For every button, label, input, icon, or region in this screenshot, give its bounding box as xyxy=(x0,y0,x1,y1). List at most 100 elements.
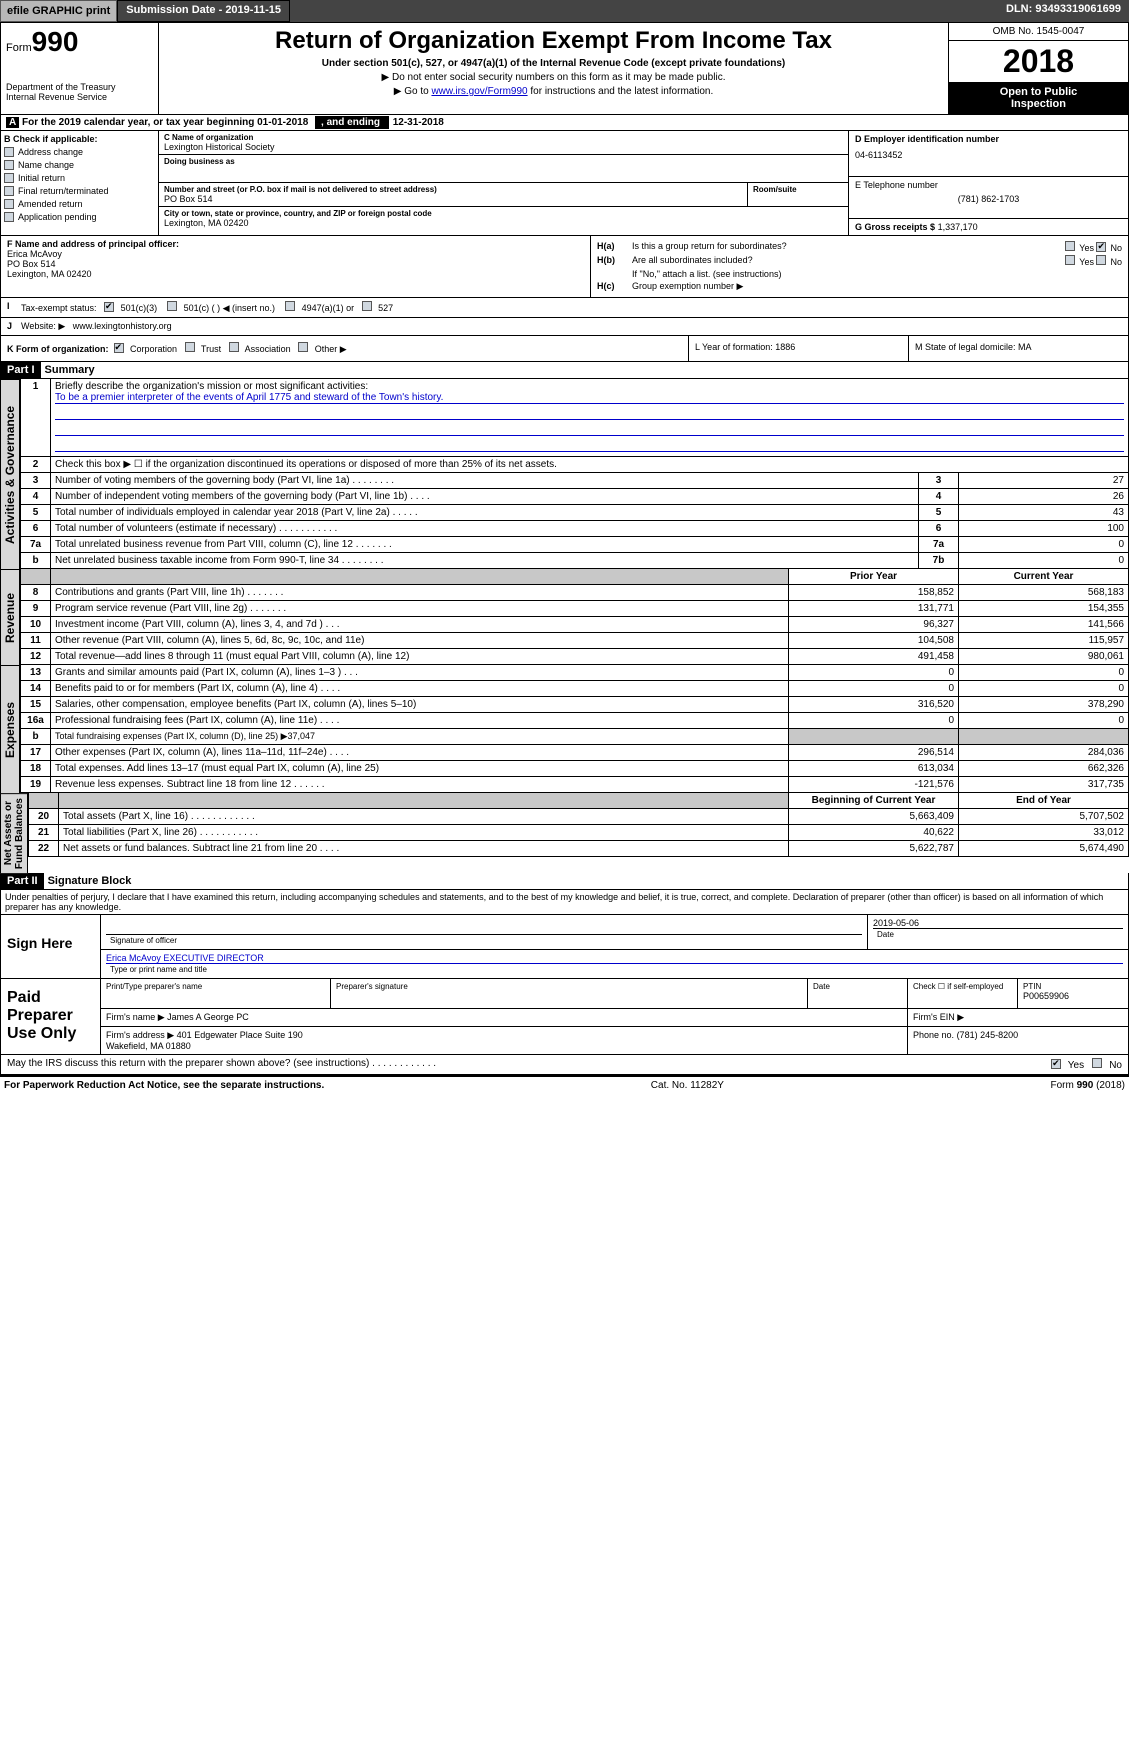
prep-name-label: Print/Type preparer's name xyxy=(106,982,325,991)
line-num: 4 xyxy=(21,489,51,505)
org-name: Lexington Historical Society xyxy=(164,142,843,152)
checkbox-icon[interactable] xyxy=(1051,1059,1061,1069)
curr-val: 980,061 xyxy=(959,649,1129,665)
submission-date: Submission Date - 2019-11-15 xyxy=(117,0,290,22)
checkbox-icon[interactable] xyxy=(114,343,124,353)
firm-name-cell: Firm's name ▶ James A George PC xyxy=(101,1009,908,1026)
checkbox-icon[interactable] xyxy=(362,301,372,311)
table-row: 17Other expenses (Part IX, column (A), l… xyxy=(21,745,1129,761)
website-label: Website: ▶ xyxy=(21,321,65,331)
chk-amended-return[interactable]: Amended return xyxy=(4,199,155,209)
part2-title: Signature Block xyxy=(44,873,136,889)
firm-phone-value: (781) 245-8200 xyxy=(957,1030,1019,1040)
line-desc: Total number of volunteers (estimate if … xyxy=(51,521,919,537)
street-cell: Number and street (or P.O. box if mail i… xyxy=(159,183,748,206)
line-desc: Total number of individuals employed in … xyxy=(51,505,919,521)
governance-vlabel: Activities & Governance xyxy=(0,379,20,569)
checkbox-icon[interactable] xyxy=(1065,241,1075,251)
sig-date-label: Date xyxy=(873,928,1123,940)
row-a-label: A xyxy=(6,117,19,128)
line-box: 7a xyxy=(919,537,959,553)
opt-corp: Corporation xyxy=(130,344,177,354)
row-f-h: F Name and address of principal officer:… xyxy=(0,236,1129,298)
part2-header-row: Part II Signature Block xyxy=(0,873,1129,890)
section-bcd: B Check if applicable: Address change Na… xyxy=(0,131,1129,236)
h-a-row: H(a) Is this a group return for subordin… xyxy=(597,241,1122,253)
table-row: 20Total assets (Part X, line 16) . . . .… xyxy=(29,809,1129,825)
revenue-table: Prior YearCurrent Year 8Contributions an… xyxy=(20,569,1129,665)
address-row: Number and street (or P.O. box if mail i… xyxy=(159,183,848,207)
line-num: 21 xyxy=(29,825,59,841)
discuss-answer: Yes No xyxy=(1051,1058,1122,1071)
phone-value: (781) 862-1703 xyxy=(855,194,1122,204)
line-desc: Salaries, other compensation, employee b… xyxy=(51,697,789,713)
phone-label: E Telephone number xyxy=(855,180,1122,190)
prior-val: 158,852 xyxy=(789,585,959,601)
chk-address-change[interactable]: Address change xyxy=(4,147,155,157)
checkbox-icon[interactable] xyxy=(298,342,308,352)
officer-name: Erica McAvoy xyxy=(7,249,584,259)
h-a-text: Is this a group return for subordinates? xyxy=(632,241,1065,253)
line-desc: Total fundraising expenses (Part IX, col… xyxy=(51,729,789,745)
chk-label: Address change xyxy=(18,147,83,157)
chk-application-pending[interactable]: Application pending xyxy=(4,212,155,222)
h-b-answer: Yes No xyxy=(1065,255,1122,267)
line-desc: Other revenue (Part VIII, column (A), li… xyxy=(51,633,789,649)
firm-phone-label: Phone no. xyxy=(913,1030,954,1040)
checkbox-icon[interactable] xyxy=(1096,255,1106,265)
opt-trust: Trust xyxy=(201,344,221,354)
tax-exempt-status: Tax-exempt status: 501(c)(3) 501(c) ( ) … xyxy=(21,301,393,314)
line-desc: Number of voting members of the governin… xyxy=(51,473,919,489)
line-desc: Total liabilities (Part X, line 26) . . … xyxy=(59,825,789,841)
form-subtitle: Under section 501(c), 527, or 4947(a)(1)… xyxy=(163,58,944,69)
line-box: 6 xyxy=(919,521,959,537)
paid-preparer-label: Paid Preparer Use Only xyxy=(1,979,101,1054)
curr-val: 317,735 xyxy=(959,777,1129,793)
chk-final-return[interactable]: Final return/terminated xyxy=(4,186,155,196)
chk-initial-return[interactable]: Initial return xyxy=(4,173,155,183)
end-year-header: End of Year xyxy=(959,793,1129,809)
prior-val: 0 xyxy=(789,681,959,697)
grey-cell xyxy=(789,729,959,745)
checkbox-icon[interactable] xyxy=(167,301,177,311)
checkbox-icon[interactable] xyxy=(285,301,295,311)
checkbox-icon[interactable] xyxy=(1092,1058,1102,1068)
street-value: PO Box 514 xyxy=(164,194,742,204)
line-box: 5 xyxy=(919,505,959,521)
prior-val: 104,508 xyxy=(789,633,959,649)
line-desc: Benefits paid to or for members (Part IX… xyxy=(51,681,789,697)
line-1-num: 1 xyxy=(21,379,51,457)
officer-label: F Name and address of principal officer: xyxy=(7,239,584,249)
firm-name-label: Firm's name ▶ xyxy=(106,1012,165,1022)
h-questions: H(a) Is this a group return for subordin… xyxy=(591,236,1128,297)
checkbox-icon[interactable] xyxy=(1065,255,1075,265)
website-url: www.lexingtonhistory.org xyxy=(73,321,172,331)
chk-name-change[interactable]: Name change xyxy=(4,160,155,170)
table-row: 15Salaries, other compensation, employee… xyxy=(21,697,1129,713)
checkbox-icon[interactable] xyxy=(1096,242,1106,252)
line-1-text: Briefly describe the organization's miss… xyxy=(55,381,1124,392)
revenue-section: Revenue Prior YearCurrent Year 8Contribu… xyxy=(0,569,1129,665)
line-num: 16a xyxy=(21,713,51,729)
irs-link[interactable]: www.irs.gov/Form990 xyxy=(431,86,527,97)
street-label: Number and street (or P.O. box if mail i… xyxy=(164,185,742,194)
prep-date-label: Date xyxy=(813,982,902,991)
row-i-text: Tax-exempt status: xyxy=(21,303,97,313)
prep-name-cell: Print/Type preparer's name xyxy=(101,979,331,1008)
table-row: 12Total revenue—add lines 8 through 11 (… xyxy=(21,649,1129,665)
tax-year: 2018 xyxy=(949,41,1128,82)
checkbox-icon[interactable] xyxy=(104,302,114,312)
checkbox-icon xyxy=(4,212,14,222)
table-row: 22Net assets or fund balances. Subtract … xyxy=(29,841,1129,857)
governance-section: Activities & Governance 1 Briefly descri… xyxy=(0,379,1129,569)
revenue-header: Prior YearCurrent Year xyxy=(21,569,1129,585)
netassets-body: Beginning of Current YearEnd of Year 20T… xyxy=(28,793,1129,873)
checkbox-icon[interactable] xyxy=(229,342,239,352)
sig-officer-label: Signature of officer xyxy=(106,934,862,946)
h-b-text: Are all subordinates included? xyxy=(632,255,1065,267)
efile-print-button[interactable]: efile GRAPHIC print xyxy=(0,0,117,22)
prep-date-cell: Date xyxy=(808,979,908,1008)
sign-here-section: Sign Here Signature of officer 2019-05-0… xyxy=(0,915,1129,979)
header-center: Return of Organization Exempt From Incom… xyxy=(159,23,948,114)
checkbox-icon[interactable] xyxy=(185,342,195,352)
